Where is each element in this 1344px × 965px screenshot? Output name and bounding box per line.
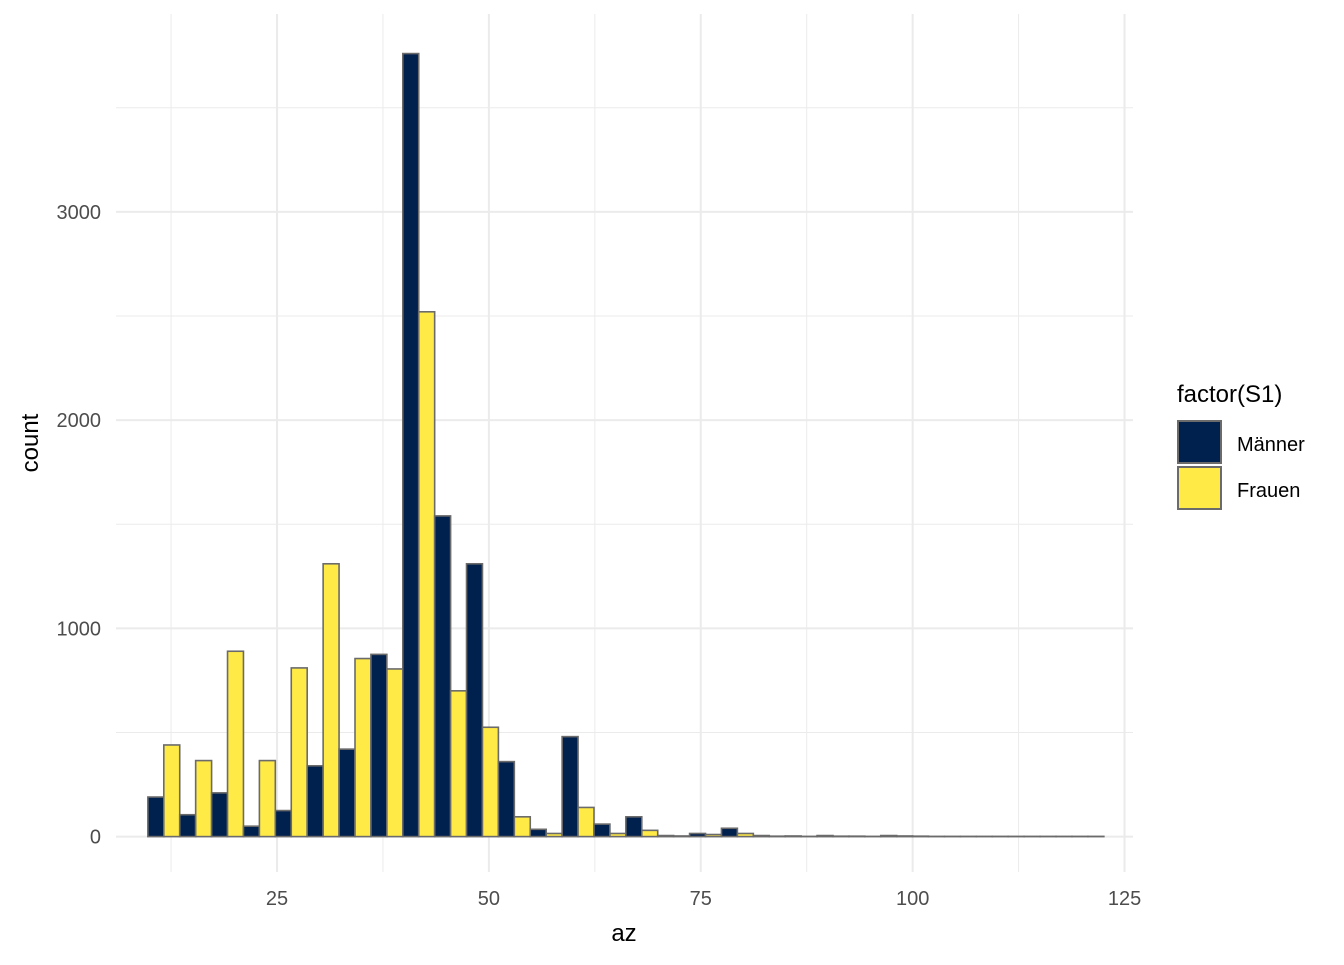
legend-label-frauen: Frauen	[1237, 480, 1300, 502]
x-tick-label-0: 25	[266, 888, 288, 910]
bar-frauen-10	[482, 727, 498, 836]
bar-frauen-18	[737, 833, 753, 836]
x-tick-label-3: 100	[896, 888, 929, 910]
bar-frauen-12	[546, 833, 562, 836]
bar-maenner-4	[275, 811, 291, 837]
bar-maenner-10	[467, 564, 483, 837]
bar-frauen-14	[610, 833, 626, 836]
bar-maenner-5	[307, 766, 323, 837]
bar-frauen-3	[259, 761, 275, 837]
bar-maenner-9	[435, 516, 451, 837]
bar-maenner-13	[562, 737, 578, 837]
bar-maenner-0	[148, 797, 164, 837]
bar-maenner-19	[753, 836, 769, 837]
legend-key-frauen	[1178, 467, 1221, 509]
bar-maenner-15	[626, 817, 642, 837]
bar-maenner-20	[785, 836, 801, 837]
legend-title: factor(S1)	[1177, 381, 1282, 408]
bar-maenner-14	[594, 824, 610, 836]
bar-maenner-23	[881, 836, 897, 837]
bar-maenner-3	[243, 826, 259, 836]
grid-lines	[116, 14, 1133, 872]
bar-frauen-0	[164, 745, 180, 837]
bar-frauen-7	[387, 669, 403, 837]
bar-frauen-15	[642, 830, 658, 836]
bar-frauen-9	[451, 691, 467, 837]
bar-frauen-4	[291, 668, 307, 837]
y-tick-label-2: 2000	[57, 410, 102, 432]
legend-label-maenner: Männer	[1237, 434, 1305, 456]
bar-maenner-2	[212, 793, 228, 837]
bar-maenner-7	[371, 654, 387, 836]
bar-frauen-6	[355, 659, 371, 837]
bar-maenner-11	[498, 762, 514, 837]
bar-frauen-16	[674, 836, 690, 837]
bar-frauen-23	[897, 836, 913, 837]
bar-frauen-5	[323, 564, 339, 837]
y-tick-label-0: 0	[90, 827, 101, 849]
y-tick-label-3: 3000	[57, 202, 102, 224]
bar-maenner-18	[721, 828, 737, 836]
bar-frauen-8	[419, 312, 435, 837]
bar-frauen-11	[514, 817, 530, 837]
y-tick-labels: 0 1000 2000 3000	[57, 202, 102, 849]
bar-frauen-13	[578, 807, 594, 836]
bar-maenner-16	[658, 836, 674, 837]
bar-maenner-12	[530, 829, 546, 836]
y-axis-title: count	[17, 413, 44, 472]
bar-maenner-8	[403, 54, 419, 837]
legend-key-maenner	[1178, 421, 1221, 463]
legend: factor(S1) Männer Frauen	[1177, 381, 1305, 509]
x-tick-labels: 25 50 75 100 125	[266, 888, 1141, 910]
x-tick-label-4: 125	[1108, 888, 1141, 910]
bar-maenner-1	[180, 815, 196, 837]
bars	[148, 54, 1104, 837]
bar-maenner-21	[817, 836, 833, 837]
y-tick-label-1: 1000	[57, 618, 102, 640]
x-tick-label-1: 50	[478, 888, 500, 910]
x-tick-label-2: 75	[690, 888, 712, 910]
bar-frauen-17	[706, 835, 722, 837]
bar-frauen-1	[196, 761, 212, 837]
bar-maenner-6	[339, 749, 355, 836]
bar-maenner-17	[690, 833, 706, 836]
bar-frauen-2	[228, 651, 244, 836]
x-axis-title: az	[611, 920, 636, 947]
